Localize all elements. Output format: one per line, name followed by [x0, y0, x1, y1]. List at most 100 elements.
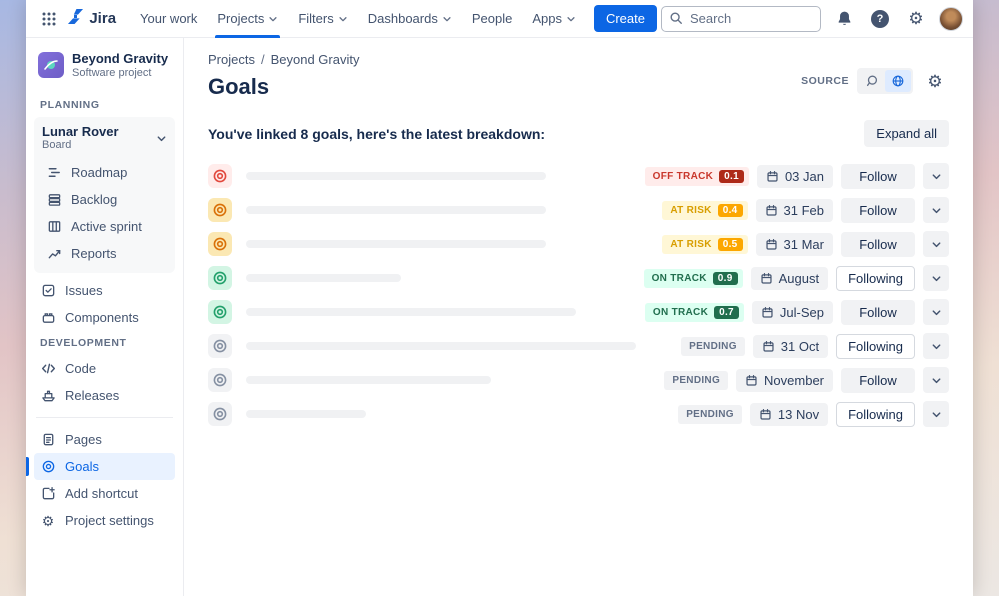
goal-actions-dropdown[interactable]	[923, 401, 949, 427]
sidebar-item-backlog[interactable]: Backlog	[38, 186, 171, 213]
project-type: Software project	[72, 66, 152, 79]
score-badge: 0.1	[719, 169, 744, 183]
sidebar-item-label: Reports	[71, 246, 117, 262]
sidebar-item-reports[interactable]: Reports	[38, 240, 171, 267]
nav-people[interactable]: People	[471, 11, 513, 26]
search-input[interactable]	[661, 5, 821, 32]
app-switcher-icon[interactable]	[36, 5, 61, 33]
jira-logo[interactable]: Jira	[65, 8, 126, 30]
chevron-down-icon	[566, 14, 576, 24]
goal-row-controls: PENDING 13 Nov Following	[678, 401, 949, 427]
globe-source-icon[interactable]	[885, 70, 911, 92]
sidebar-item-label: Code	[65, 361, 97, 377]
nav-apps[interactable]: Apps	[522, 0, 586, 38]
goal-row[interactable]: OFF TRACK 0.1 03 Jan Follow	[208, 159, 949, 193]
sidebar-item-goals[interactable]: Goals	[26, 453, 175, 481]
goal-row[interactable]: ON TRACK 0.7 Jul-Sep Follow	[208, 295, 949, 329]
sidebar-item-releases[interactable]: Releases	[34, 382, 175, 409]
nav-filters[interactable]: Filters	[288, 0, 357, 38]
breadcrumb-project-name[interactable]: Beyond Gravity	[270, 52, 360, 67]
gear-icon: ⚙	[41, 512, 55, 529]
goals-settings-gear-icon[interactable]: ⚙	[927, 71, 943, 91]
sidebar-item-roadmap[interactable]: Roadmap	[38, 159, 171, 186]
breadcrumb-separator: /	[260, 52, 265, 67]
sidebar-item-components[interactable]: Components	[34, 304, 175, 331]
goal-actions-dropdown[interactable]	[923, 163, 949, 189]
backlog-icon	[46, 192, 62, 207]
notifications-bell-icon[interactable]	[831, 6, 857, 32]
status-label: PENDING	[686, 408, 734, 420]
main-content: Projects / Beyond Gravity Goals SOURCE	[184, 38, 973, 596]
breadcrumb-projects[interactable]: Projects	[208, 52, 255, 67]
board-name: Lunar Rover	[42, 123, 119, 139]
goal-actions-dropdown[interactable]	[923, 197, 949, 223]
target-date-badge: 31 Feb	[755, 198, 833, 222]
jira-app-window: Jira Your work Projects Filters Dashboar…	[26, 0, 973, 596]
goal-actions-dropdown[interactable]	[923, 265, 949, 291]
goal-target-icon	[208, 232, 232, 256]
create-button[interactable]: Create	[593, 5, 657, 32]
sidebar-item-code[interactable]: Code	[34, 355, 175, 382]
sidebar-item-label: Pages	[65, 432, 102, 448]
follow-button[interactable]: Follow	[841, 299, 915, 325]
follow-button[interactable]: Follow	[841, 231, 915, 257]
goal-row[interactable]: AT RISK 0.5 31 Mar Follow	[208, 227, 949, 261]
nav-your-work[interactable]: Your work	[140, 11, 198, 26]
goal-actions-dropdown[interactable]	[923, 333, 949, 359]
sidebar-item-issues[interactable]: Issues	[34, 277, 175, 304]
sidebar-item-add-shortcut[interactable]: Add shortcut	[34, 480, 175, 507]
follow-button[interactable]: Following	[836, 401, 915, 427]
follow-button[interactable]: Following	[836, 333, 915, 359]
help-icon[interactable]: ?	[867, 6, 893, 32]
goal-actions-dropdown[interactable]	[923, 367, 949, 393]
loop-source-icon[interactable]	[859, 70, 885, 92]
follow-button[interactable]: Follow	[841, 367, 915, 393]
follow-button[interactable]: Follow	[841, 163, 915, 189]
target-date-badge: Jul-Sep	[751, 300, 833, 324]
goal-row[interactable]: PENDING 13 Nov Following	[208, 397, 949, 431]
code-icon	[40, 361, 56, 376]
target-date-label: 13 Nov	[777, 406, 820, 422]
source-toggle	[857, 68, 913, 94]
planning-section-label: PLANNING	[40, 98, 100, 111]
follow-button[interactable]: Following	[836, 265, 915, 291]
sidebar-item-project-settings[interactable]: ⚙ Project settings	[34, 507, 175, 534]
target-date-label: 31 Mar	[783, 236, 824, 252]
status-badge: ON TRACK 0.7	[644, 302, 744, 322]
user-avatar[interactable]	[939, 6, 963, 31]
primary-nav: Your work Projects Filters Dashboards Pe…	[130, 0, 586, 38]
score-badge: 0.4	[717, 203, 743, 217]
top-navigation-bar: Jira Your work Projects Filters Dashboar…	[26, 0, 973, 38]
project-header: Beyond Gravity Software project	[34, 50, 175, 93]
goals-summary-text: You've linked 8 goals, here's the latest…	[208, 125, 546, 142]
sidebar-item-label: Active sprint	[71, 219, 142, 235]
nav-projects[interactable]: Projects	[207, 0, 288, 38]
goal-title-skeleton	[246, 274, 401, 282]
sidebar-item-active-sprint[interactable]: Active sprint	[38, 213, 171, 240]
goal-title-skeleton	[246, 308, 576, 316]
nav-dashboards[interactable]: Dashboards	[358, 0, 462, 38]
chevron-down-icon	[268, 14, 278, 24]
goal-row[interactable]: ON TRACK 0.9 August Following	[208, 261, 949, 295]
goal-row-controls: ON TRACK 0.9 August Following	[643, 265, 949, 291]
score-badge: 0.9	[712, 271, 738, 285]
target-date-label: November	[764, 372, 824, 388]
board-switcher[interactable]: Lunar Rover Board	[38, 123, 171, 159]
status-badge: AT RISK 0.5	[662, 234, 748, 254]
status-label: OFF TRACK	[652, 170, 714, 182]
settings-gear-icon[interactable]: ⚙	[908, 9, 924, 28]
sidebar-item-label: Backlog	[71, 192, 118, 208]
project-avatar-icon	[38, 52, 64, 79]
sidebar-item-pages[interactable]: Pages	[34, 426, 175, 453]
goal-actions-dropdown[interactable]	[923, 231, 949, 257]
goal-row[interactable]: PENDING 31 Oct Following	[208, 329, 949, 363]
add-shortcut-icon	[40, 486, 56, 501]
expand-all-button[interactable]: Expand all	[864, 120, 949, 147]
roadmap-icon	[46, 165, 62, 180]
chevron-down-icon[interactable]	[156, 133, 167, 144]
goal-row[interactable]: AT RISK 0.4 31 Feb Follow	[208, 193, 949, 227]
goal-row[interactable]: PENDING November Follow	[208, 363, 949, 397]
goal-actions-dropdown[interactable]	[923, 299, 949, 325]
sidebar-item-label: Components	[65, 310, 139, 326]
follow-button[interactable]: Follow	[841, 197, 915, 223]
